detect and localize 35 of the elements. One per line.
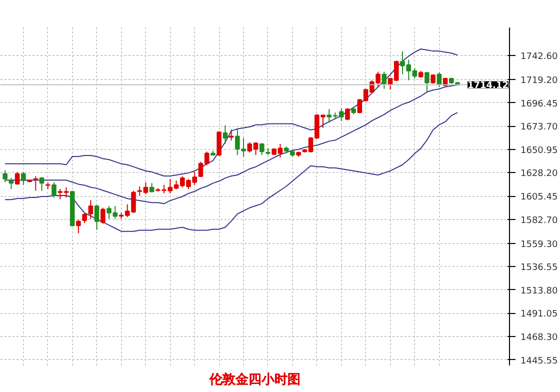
y-tick-label: 1742.60 — [520, 52, 558, 62]
y-tick-label: 1650.95 — [520, 146, 558, 156]
candlestick — [8, 177, 14, 190]
candlestick — [216, 130, 222, 156]
candlestick — [149, 182, 154, 193]
y-tick-label: 1468.30 — [520, 333, 558, 344]
y-tick-label: 1445.55 — [520, 356, 558, 366]
candlestick — [76, 219, 81, 234]
y-tick-label: 1582.70 — [520, 216, 558, 226]
candlestick — [94, 204, 100, 230]
candlestick — [259, 142, 264, 156]
line-series — [4, 48, 458, 177]
y-tick-label: 1719.20 — [520, 76, 558, 86]
y-tick-label: 1536.55 — [520, 263, 558, 274]
candlestick — [424, 72, 430, 92]
y-tick-label: 1491.05 — [520, 310, 558, 320]
candlestick — [52, 182, 56, 198]
candlestick — [21, 172, 26, 186]
candlestick — [14, 172, 20, 186]
candlestick — [82, 212, 87, 224]
ref-line-label: 1714.12 — [468, 81, 509, 92]
y-tick-label: 1513.80 — [520, 286, 558, 296]
candlestick — [222, 124, 228, 144]
candlestick — [2, 170, 8, 183]
y-tick-label: 1559.30 — [520, 240, 558, 250]
y-tick-label: 1605.45 — [520, 192, 558, 203]
candlestick — [382, 71, 387, 90]
y-tick-label: 1673.70 — [520, 122, 558, 133]
y-tick-label: 1696.45 — [520, 99, 558, 110]
y-tick-label: 1628.20 — [520, 169, 558, 180]
candlestick — [100, 207, 106, 224]
line-series — [4, 112, 458, 232]
candlestick — [88, 200, 94, 220]
candlestick — [39, 176, 44, 192]
text: 伦敦金四小时图 — [208, 372, 300, 388]
